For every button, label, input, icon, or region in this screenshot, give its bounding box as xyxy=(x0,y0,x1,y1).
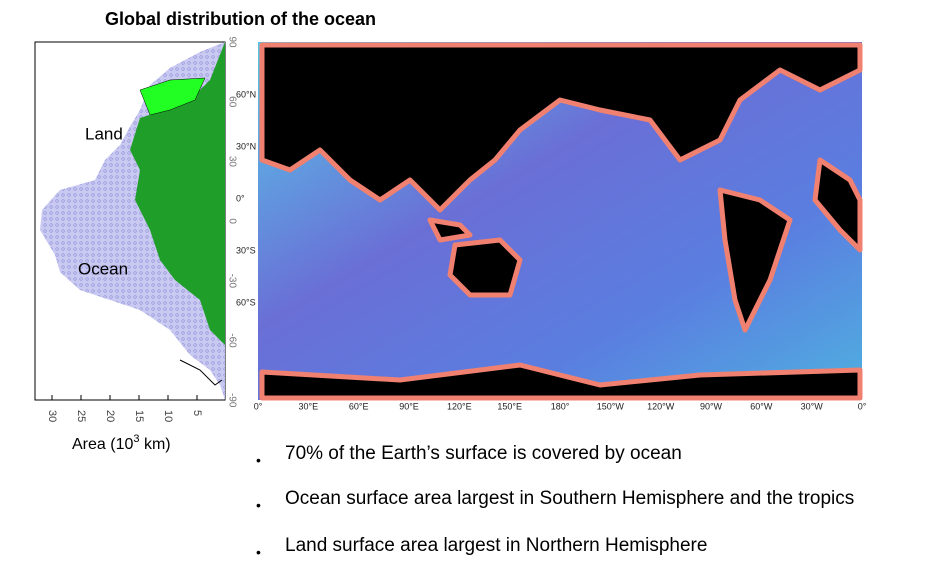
map-lon-label: 60°E xyxy=(349,401,369,411)
bullet: Land surface area largest in Northern He… xyxy=(285,535,708,556)
map-lat-label: 30°N xyxy=(236,141,256,151)
map-lon-label: 120°E xyxy=(447,401,472,411)
land-area xyxy=(130,42,225,345)
map-lon-label: 90°W xyxy=(700,401,723,411)
map-lon-label: 150°W xyxy=(597,401,625,411)
map-lat-label: 0° xyxy=(236,193,245,203)
bullet-dot: • xyxy=(256,544,261,560)
ocean-label: Ocean xyxy=(78,259,128,278)
label-sup: 3 xyxy=(133,433,139,445)
area-tick-label: 25 xyxy=(75,410,87,422)
lat-tick-label: -30 xyxy=(226,274,237,289)
area-tick-label: 30 xyxy=(46,410,58,422)
land-area-north xyxy=(139,77,206,116)
map-lon-label: 150°E xyxy=(497,401,522,411)
lat-tick-label: -90 xyxy=(226,393,237,408)
map-lon-label: 60°W xyxy=(750,401,773,411)
map-lat-label: 30°S xyxy=(236,245,256,255)
lat-tick-label: -60 xyxy=(226,333,237,348)
title: Global distribution of the ocean xyxy=(105,9,376,29)
map-lon-label: 180° xyxy=(551,401,570,411)
area-tick-label: 20 xyxy=(104,410,116,422)
lat-tick-label: 0 xyxy=(226,218,237,224)
bullet-dot: • xyxy=(256,497,261,513)
label-part: km) xyxy=(140,436,171,453)
map-lon-label: 120°W xyxy=(647,401,675,411)
lat-tick-label: 30 xyxy=(226,156,237,168)
map-lon-label: 0° xyxy=(254,401,263,411)
map-land xyxy=(259,42,863,401)
land-label: Land xyxy=(85,124,123,143)
bullet-dot: • xyxy=(256,452,261,468)
bullet: Ocean surface area largest in Southern H… xyxy=(285,488,855,509)
bullet: 70% of the Earth’s surface is covered by… xyxy=(285,443,682,464)
area-tick-label: 15 xyxy=(133,410,145,422)
label-part: Area (10 xyxy=(72,436,133,453)
area-tick-label: 10 xyxy=(162,410,174,422)
map-lon-label: 90°E xyxy=(399,401,419,411)
map-lat-label: 60°N xyxy=(236,89,256,99)
map-lon-label: 30°E xyxy=(299,401,319,411)
map-lon-label: 30°W xyxy=(801,401,824,411)
antarctic-line xyxy=(179,359,223,386)
area-tick-label: 5 xyxy=(191,410,203,416)
lat-tick-label: 60 xyxy=(226,96,237,108)
area-axis-label: Area (103 km) xyxy=(72,433,171,453)
map-lon-label: 0° xyxy=(858,401,867,411)
lat-tick-label: 90 xyxy=(226,36,237,48)
map-lat-label: 60°S xyxy=(236,297,256,307)
